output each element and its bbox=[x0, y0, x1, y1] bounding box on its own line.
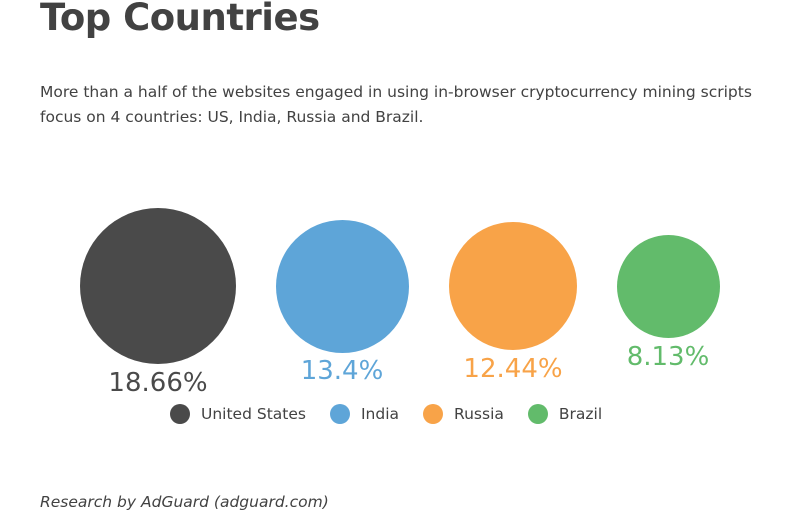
page-title: Top Countries bbox=[40, 0, 320, 39]
legend-item-russia: Russia bbox=[423, 404, 504, 424]
value-label-russia: 12.44% bbox=[463, 354, 563, 384]
bubble-russia bbox=[449, 222, 577, 350]
legend-dot-icon bbox=[527, 404, 548, 424]
research-credit: Research by AdGuard (adguard.com) bbox=[40, 493, 329, 511]
legend-item-united-states: United States bbox=[170, 404, 306, 424]
legend-label: Russia bbox=[454, 405, 504, 423]
description: More than a half of the websites engaged… bbox=[40, 83, 752, 126]
legend: United States India Russia Brazil bbox=[170, 404, 626, 424]
legend-item-india: India bbox=[329, 404, 400, 424]
value-label-united-states: 18.66% bbox=[108, 368, 208, 398]
legend-dot-icon bbox=[423, 404, 444, 424]
legend-dot-icon bbox=[329, 404, 350, 424]
bubble-united-states bbox=[80, 208, 236, 364]
value-label-brazil: 8.13% bbox=[626, 342, 710, 372]
legend-dot-icon bbox=[170, 404, 190, 424]
legend-item-brazil: Brazil bbox=[527, 404, 603, 424]
value-label-india: 13.4% bbox=[300, 356, 384, 386]
bubble-brazil bbox=[617, 235, 720, 338]
legend-label: India bbox=[360, 405, 400, 423]
legend-label: United States bbox=[201, 405, 306, 423]
bubble-india bbox=[276, 220, 409, 353]
legend-label: Brazil bbox=[558, 405, 603, 423]
